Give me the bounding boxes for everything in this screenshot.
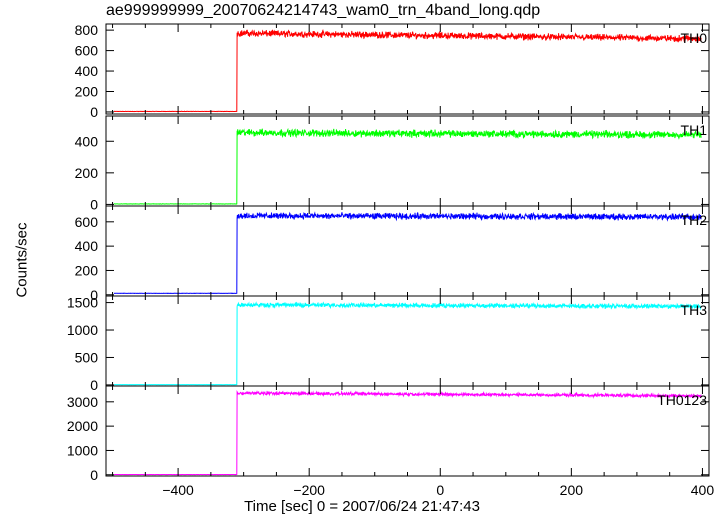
series-label-th3: TH3: [681, 302, 708, 318]
series-label-th0123: TH0123: [657, 392, 707, 408]
x-tick-label: 400: [691, 482, 715, 498]
series-label-th2: TH2: [681, 212, 708, 228]
y-tick-label: 200: [75, 165, 99, 181]
x-tick-label: 200: [560, 482, 584, 498]
y-tick-label: 400: [75, 133, 99, 149]
chart-title: ae999999999_20070624214743_wam0_trn_4ban…: [106, 2, 541, 19]
series-line-th0: [113, 29, 702, 113]
y-tick-label: 400: [75, 238, 99, 254]
y-tick-label: 0: [90, 196, 98, 212]
panel-4-frame: [105, 385, 710, 477]
y-tick-label: 0: [90, 287, 98, 303]
y-tick-label: 0: [90, 104, 98, 120]
series-label-th0: TH0: [681, 30, 708, 46]
y-tick-label: 1000: [67, 322, 98, 338]
y-tick-label: 200: [75, 262, 99, 278]
y-tick-label: 3000: [67, 394, 98, 410]
y-tick-label: 600: [75, 43, 99, 59]
series-line-th1: [113, 127, 702, 205]
series-line-th3: [113, 301, 702, 386]
y-tick-label: 200: [75, 84, 99, 100]
x-axis-label: Time [sec] 0 = 2007/06/24 21:47:43: [244, 498, 480, 515]
y-tick-label: 2000: [67, 418, 98, 434]
series-line-th2: [113, 211, 702, 295]
series-line-th0123: [113, 390, 702, 476]
y-tick-label: 1500: [67, 295, 98, 311]
y-tick-label: 1000: [67, 442, 98, 458]
x-tick-label: 0: [436, 482, 444, 498]
panel-1-frame: [105, 115, 710, 207]
y-tick-label: 0: [90, 377, 98, 393]
y-tick-label: 0: [90, 467, 98, 483]
y-tick-label: 800: [75, 22, 99, 38]
y-tick-label: 500: [75, 349, 99, 365]
y-tick-label: 400: [75, 63, 99, 79]
series-label-th1: TH1: [681, 122, 708, 138]
x-tick-label: −400: [162, 482, 194, 498]
panel-3-frame: [105, 295, 710, 387]
y-tick-label: 600: [75, 214, 99, 230]
x-tick-label: −200: [293, 482, 325, 498]
